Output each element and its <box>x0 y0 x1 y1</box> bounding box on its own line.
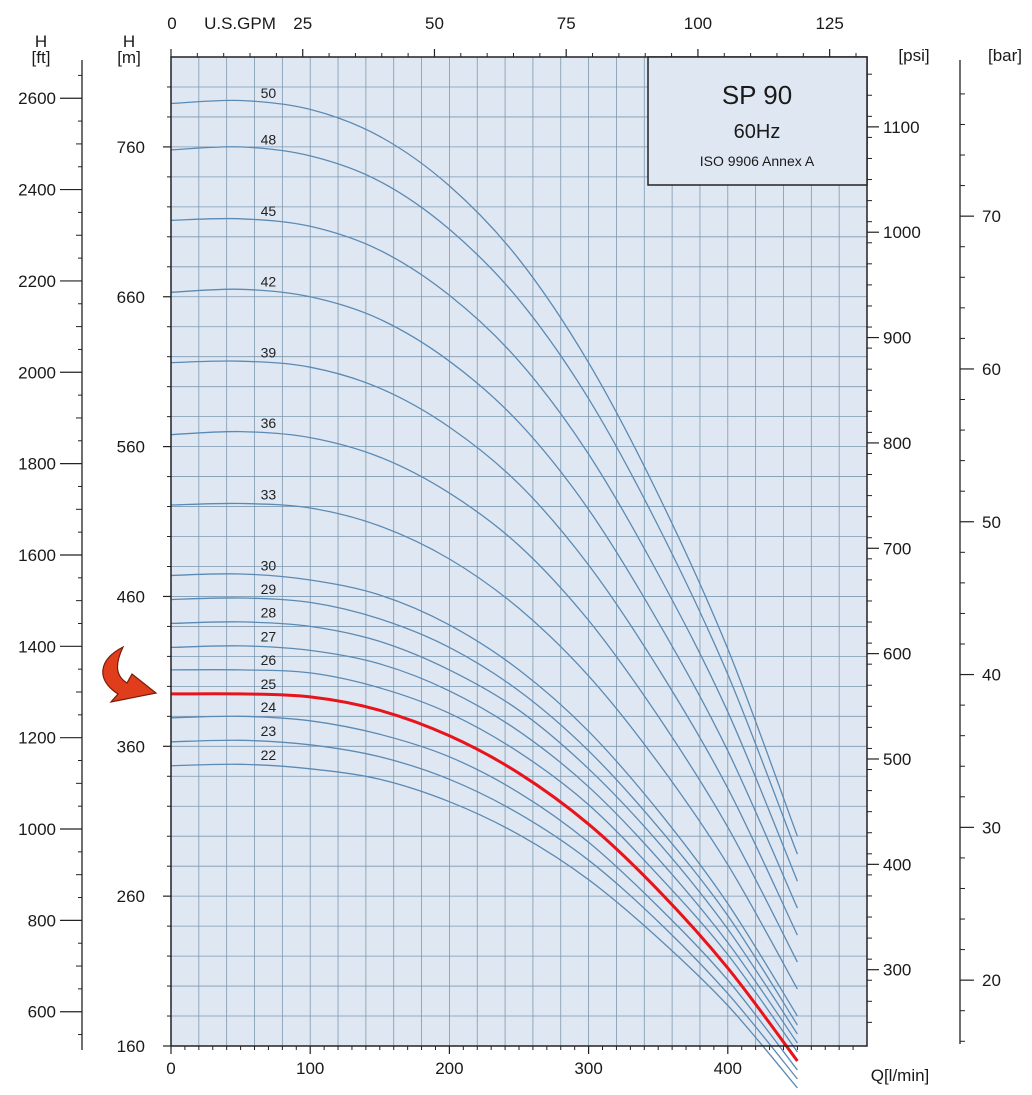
x-tick-label: 0 <box>166 1059 175 1078</box>
bar-tick-label: 50 <box>982 513 1001 532</box>
gpm-tick-label: 125 <box>815 14 843 33</box>
stage-label-23: 23 <box>261 723 277 739</box>
x-tick-label: 100 <box>296 1059 324 1078</box>
axes: 0 100 200 300 400 0 25 50 75 100 125 160 260 360 460 56… <box>18 14 1001 1078</box>
gpm-tick-label: 0 <box>167 14 176 33</box>
bar-tick-label: 20 <box>982 971 1001 990</box>
chart-title: SP 90 <box>722 80 792 110</box>
curve-stage-27 <box>170 645 798 1044</box>
stage-label-24: 24 <box>261 699 277 715</box>
ft-tick-label: 2200 <box>18 272 56 291</box>
psi-tick-label: 400 <box>883 855 911 874</box>
curve-stage-39 <box>170 360 798 936</box>
x-axis-label: Q[l/min] <box>871 1066 930 1085</box>
psi-tick-label: 800 <box>883 434 911 453</box>
curve-stage-30 <box>170 573 798 1017</box>
x-tick-label: 400 <box>714 1059 742 1078</box>
curve-stage-45 <box>170 217 799 882</box>
m-tick-label: 160 <box>117 1037 145 1056</box>
psi-tick-label: 1000 <box>883 223 921 242</box>
highlight-arrow-icon <box>102 645 158 703</box>
ft-tick-label: 1800 <box>18 455 56 474</box>
stage-label-48: 48 <box>261 132 277 148</box>
ft-axis-label-h: H <box>35 32 47 51</box>
ft-tick-label: 2400 <box>18 181 56 200</box>
curve-stage-23 <box>170 739 798 1080</box>
stage-label-28: 28 <box>261 605 277 621</box>
curves <box>170 99 799 1089</box>
curve-stage-25-highlighted <box>170 692 799 1062</box>
ft-tick-label: 1600 <box>18 546 56 565</box>
psi-tick-label: 600 <box>883 645 911 664</box>
m-tick-label: 260 <box>117 887 145 906</box>
stage-label-22: 22 <box>261 747 277 763</box>
m-tick-label: 760 <box>117 138 145 157</box>
ft-tick-label: 1200 <box>18 729 56 748</box>
curve-stage-50 <box>170 99 799 837</box>
ft-tick-label: 600 <box>28 1003 56 1022</box>
stage-label-29: 29 <box>261 581 277 597</box>
curve-stage-29 <box>170 597 798 1026</box>
m-tick-label: 460 <box>117 587 145 606</box>
psi-tick-label: 900 <box>883 329 911 348</box>
stage-label-36: 36 <box>261 415 277 431</box>
chart-note: ISO 9906 Annex A <box>700 153 815 169</box>
curve-stage-26 <box>170 669 798 1053</box>
stage-label-33: 33 <box>261 486 277 502</box>
bar-tick-label: 40 <box>982 666 1001 685</box>
bar-axis-label: [bar] <box>988 46 1022 65</box>
curve-stage-33 <box>170 502 798 990</box>
m-tick-label: 360 <box>117 737 145 756</box>
gpm-tick-label: 75 <box>557 14 576 33</box>
gpm-tick-label: 25 <box>293 14 312 33</box>
ft-tick-label: 1400 <box>18 637 56 656</box>
gpm-axis-label: U.S.GPM <box>204 14 276 33</box>
psi-axis-label: [psi] <box>898 46 929 65</box>
stage-label-27: 27 <box>261 629 277 645</box>
x-tick-label: 200 <box>435 1059 463 1078</box>
psi-tick-label: 700 <box>883 539 911 558</box>
curve-stage-22 <box>170 763 798 1089</box>
stage-label-25: 25 <box>261 676 277 692</box>
ft-tick-label: 2600 <box>18 89 56 108</box>
title-box: SP 90 60Hz ISO 9906 Annex A <box>647 56 868 186</box>
bar-tick-label: 60 <box>982 360 1001 379</box>
stage-label-30: 30 <box>261 557 277 573</box>
ft-tick-label: 2000 <box>18 363 56 382</box>
curve-stage-42 <box>170 288 798 909</box>
psi-tick-label: 300 <box>883 961 911 980</box>
m-tick-label: 560 <box>117 438 145 457</box>
gpm-tick-label: 50 <box>425 14 444 33</box>
ft-axis-label-unit: [ft] <box>32 48 51 67</box>
bar-tick-label: 30 <box>982 818 1001 837</box>
curve-stage-28 <box>170 621 798 1035</box>
stage-label-42: 42 <box>261 273 277 289</box>
stage-label-50: 50 <box>261 85 277 101</box>
psi-tick-label: 1100 <box>883 118 920 137</box>
curve-stage-24 <box>170 715 798 1071</box>
stage-label-26: 26 <box>261 652 277 668</box>
psi-tick-label: 500 <box>883 750 911 769</box>
curve-stage-36 <box>170 430 798 963</box>
m-axis-label-h: H <box>123 32 135 51</box>
x-tick-label: 300 <box>574 1059 602 1078</box>
grid <box>170 56 868 1047</box>
chart-subtitle: 60Hz <box>734 121 781 143</box>
stage-label-45: 45 <box>261 203 277 219</box>
m-axis-label-unit: [m] <box>117 48 141 67</box>
gpm-tick-label: 100 <box>684 14 712 33</box>
stage-labels: 50 48 45 42 39 36 33 30 29 28 27 26 25 24 23 22 <box>261 85 277 763</box>
curve-stage-48 <box>170 146 799 855</box>
m-tick-label: 660 <box>117 288 145 307</box>
ft-tick-label: 1000 <box>18 820 56 839</box>
bar-tick-label: 70 <box>982 207 1001 226</box>
stage-label-39: 39 <box>261 345 277 361</box>
ft-tick-label: 800 <box>28 911 56 930</box>
